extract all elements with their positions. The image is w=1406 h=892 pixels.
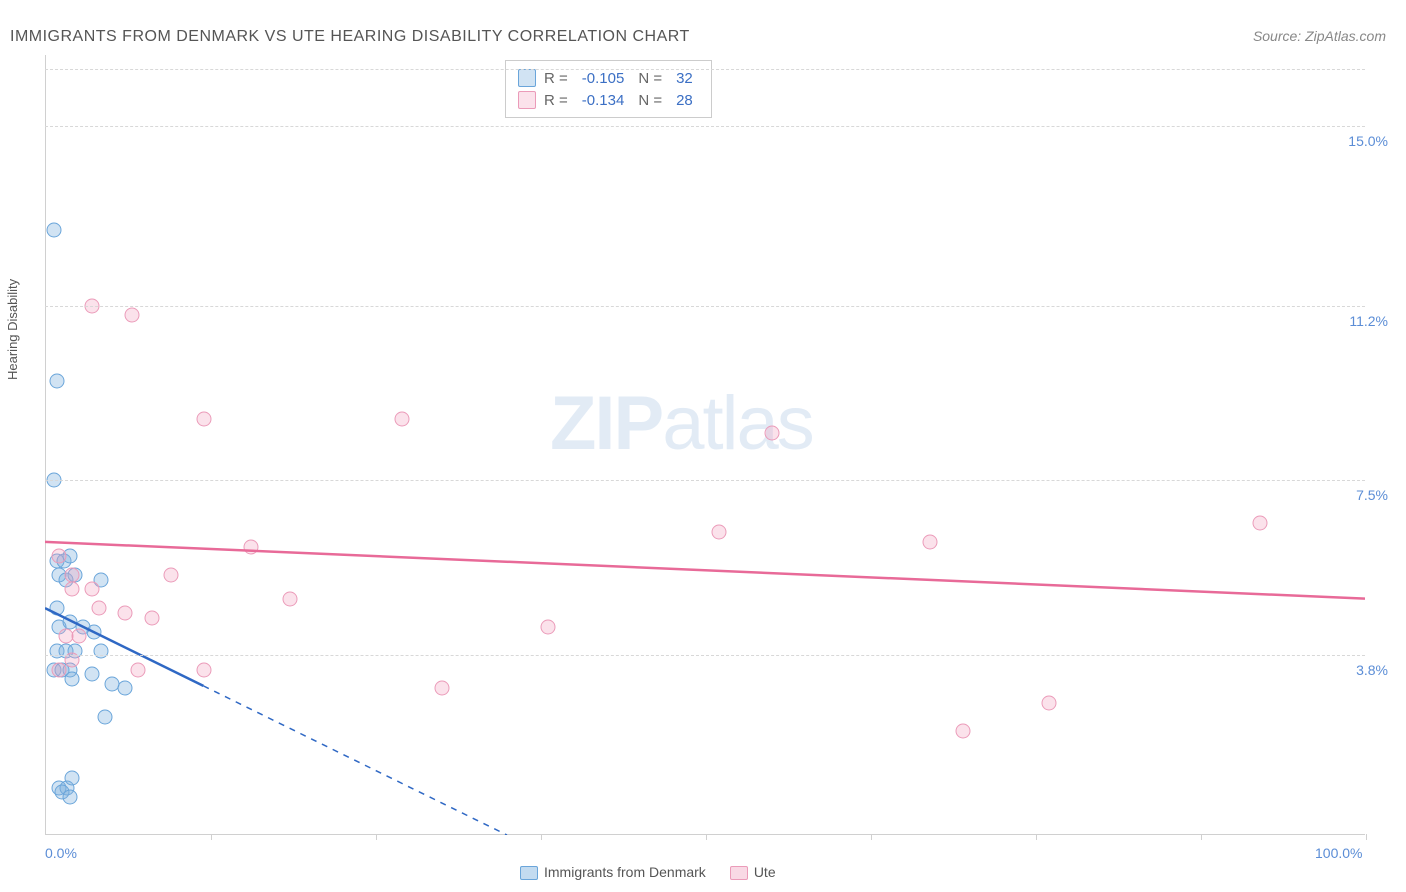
legend-swatch-blue (520, 866, 538, 880)
data-point (197, 662, 212, 677)
x-tick (1201, 834, 1202, 840)
x-tick (541, 834, 542, 840)
data-point (52, 662, 67, 677)
data-point (197, 412, 212, 427)
x-tick (1366, 834, 1367, 840)
data-point (283, 591, 298, 606)
legend-row: R = -0.134 N = 28 (518, 89, 699, 111)
data-point (49, 601, 64, 616)
legend-item: Immigrants from Denmark (520, 864, 706, 880)
x-tick (871, 834, 872, 840)
r-label: R = (544, 92, 568, 109)
data-point (86, 624, 101, 639)
r-value: -0.105 (582, 70, 625, 87)
n-label: N = (638, 70, 662, 87)
gridline (45, 69, 1365, 70)
data-point (144, 610, 159, 625)
data-point (65, 568, 80, 583)
legend-label: Ute (754, 864, 776, 880)
y-tick-label: 15.0% (1348, 133, 1388, 149)
legend-swatch-pink (730, 866, 748, 880)
x-tick (1036, 834, 1037, 840)
legend-label: Immigrants from Denmark (544, 864, 706, 880)
data-point (1042, 695, 1057, 710)
x-tick-label: 100.0% (1315, 845, 1362, 861)
data-point (118, 605, 133, 620)
data-point (65, 672, 80, 687)
data-point (164, 568, 179, 583)
x-tick (376, 834, 377, 840)
legend-item: Ute (730, 864, 776, 880)
data-point (52, 549, 67, 564)
x-tick (211, 834, 212, 840)
data-point (1253, 516, 1268, 531)
data-point (124, 308, 139, 323)
data-point (65, 582, 80, 597)
legend-swatch-pink (518, 91, 536, 109)
data-point (46, 222, 61, 237)
data-point (98, 709, 113, 724)
n-value: 32 (676, 70, 693, 87)
chart-area (45, 55, 1365, 835)
gridline (45, 655, 1365, 656)
data-point (923, 534, 938, 549)
data-point (62, 790, 77, 805)
x-tick (706, 834, 707, 840)
gridline (45, 126, 1365, 127)
plot-surface (45, 55, 1365, 835)
n-label: N = (638, 92, 662, 109)
r-value: -0.134 (582, 92, 625, 109)
data-point (435, 681, 450, 696)
y-tick-label: 3.8% (1356, 662, 1388, 678)
data-point (72, 629, 87, 644)
data-point (91, 601, 106, 616)
legend-row: R = -0.105 N = 32 (518, 67, 699, 89)
series-legend: Immigrants from Denmark Ute (520, 864, 776, 880)
chart-title: IMMIGRANTS FROM DENMARK VS UTE HEARING D… (10, 28, 690, 46)
n-value: 28 (676, 92, 693, 109)
gridline (45, 306, 1365, 307)
data-point (65, 771, 80, 786)
data-point (243, 539, 258, 554)
data-point (131, 662, 146, 677)
data-point (118, 681, 133, 696)
gridline (45, 480, 1365, 481)
data-point (540, 620, 555, 635)
y-tick-label: 11.2% (1349, 313, 1388, 329)
data-point (85, 582, 100, 597)
y-axis-label: Hearing Disability (5, 279, 20, 380)
data-point (956, 724, 971, 739)
legend-swatch-blue (518, 69, 536, 87)
y-tick-label: 7.5% (1356, 487, 1388, 503)
x-tick-label: 0.0% (45, 845, 77, 861)
data-point (395, 412, 410, 427)
data-point (712, 525, 727, 540)
r-label: R = (544, 70, 568, 87)
source-label: Source: ZipAtlas.com (1253, 28, 1386, 44)
data-point (765, 426, 780, 441)
data-point (49, 374, 64, 389)
data-point (85, 667, 100, 682)
